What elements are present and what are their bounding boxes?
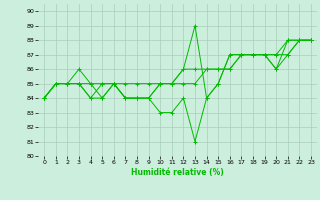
X-axis label: Humidité relative (%): Humidité relative (%) xyxy=(131,168,224,177)
